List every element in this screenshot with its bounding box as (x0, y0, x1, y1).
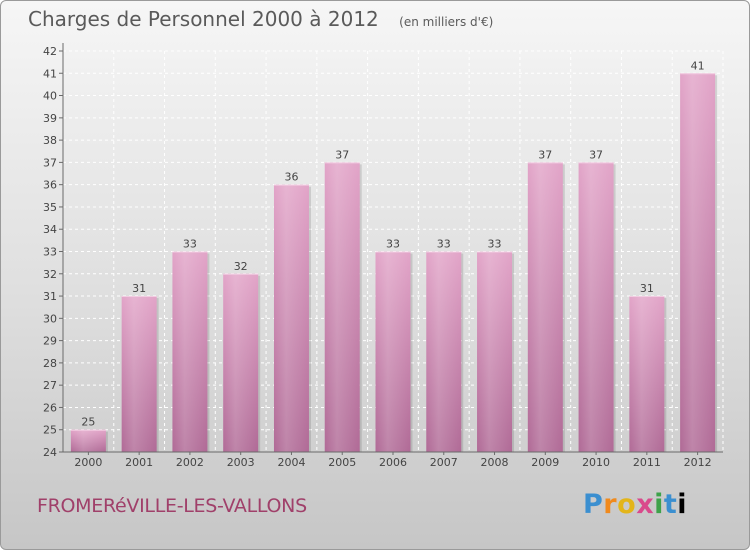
bar-highlight (172, 251, 208, 452)
bar-highlight (375, 251, 411, 452)
logo-letter: r (603, 489, 618, 520)
commune-name: FROMERéVILLE-LES-VALLONS (37, 495, 307, 517)
data-label: 37 (538, 148, 552, 161)
y-tick-label: 27 (43, 379, 57, 392)
x-tick-label: 2002 (176, 456, 204, 469)
y-tick-label: 25 (43, 424, 57, 437)
x-tick-label: 2009 (531, 456, 559, 469)
x-tick-label: 2005 (328, 456, 356, 469)
y-tick-label: 38 (43, 134, 57, 147)
bar-highlight (477, 251, 513, 452)
data-label: 33 (437, 238, 451, 251)
x-tick-label: 2008 (481, 456, 509, 469)
x-tick-label: 2000 (74, 456, 102, 469)
y-tick-label: 29 (43, 335, 57, 348)
data-label: 37 (589, 148, 603, 161)
y-tick-label: 33 (43, 246, 57, 259)
proxiti-logo[interactable]: Proxiti (583, 489, 687, 520)
x-tick-label: 2012 (684, 456, 712, 469)
bar-highlight (680, 73, 716, 453)
logo-letter: P (583, 489, 604, 520)
data-label: 37 (335, 148, 349, 161)
data-label: 41 (691, 59, 705, 72)
x-tick-label: 2011 (633, 456, 661, 469)
chart-title-block: Charges de Personnel 2000 à 2012 (en mil… (28, 7, 493, 31)
bar-highlight (70, 429, 106, 452)
x-tick-label: 2001 (125, 456, 153, 469)
logo-letter: o (617, 489, 637, 520)
bar-highlight (324, 162, 360, 452)
y-tick-label: 36 (43, 179, 57, 192)
y-tick-label: 41 (43, 67, 57, 80)
data-label: 31 (640, 282, 654, 295)
logo-letter: i (677, 489, 688, 520)
y-tick-label: 34 (43, 223, 57, 236)
x-tick-label: 2004 (277, 456, 305, 469)
data-label: 33 (488, 238, 502, 251)
y-tick-label: 39 (43, 112, 57, 125)
y-tick-label: 28 (43, 357, 57, 370)
bar-highlight (121, 296, 157, 452)
bar-highlight (223, 273, 259, 452)
y-tick-label: 24 (43, 446, 57, 459)
y-tick-label: 30 (43, 312, 57, 325)
bar-highlight (578, 162, 614, 452)
chart-subtitle: (en milliers d'€) (399, 15, 494, 29)
data-label: 36 (284, 171, 298, 184)
data-label: 33 (183, 238, 197, 251)
data-label: 31 (132, 282, 146, 295)
bar-highlight (629, 296, 665, 452)
bar-highlight (426, 251, 462, 452)
y-tick-label: 32 (43, 268, 57, 281)
x-tick-label: 2007 (430, 456, 458, 469)
x-tick-label: 2010 (582, 456, 610, 469)
y-tick-label: 40 (43, 90, 57, 103)
x-tick-label: 2003 (227, 456, 255, 469)
y-tick-label: 37 (43, 156, 57, 169)
chart-title: Charges de Personnel 2000 à 2012 (28, 7, 379, 31)
y-tick-label: 26 (43, 401, 57, 414)
y-tick-label: 31 (43, 290, 57, 303)
bar-highlight (527, 162, 563, 452)
y-tick-label: 35 (43, 201, 57, 214)
y-tick-label: 42 (43, 45, 57, 58)
data-label: 33 (386, 238, 400, 251)
bar-highlight (273, 184, 309, 452)
logo-letter: t (663, 489, 678, 520)
x-tick-label: 2006 (379, 456, 407, 469)
data-label: 25 (81, 416, 95, 429)
data-label: 32 (234, 260, 248, 273)
logo-letter: i (654, 489, 664, 520)
logo-letter: x (636, 489, 655, 520)
